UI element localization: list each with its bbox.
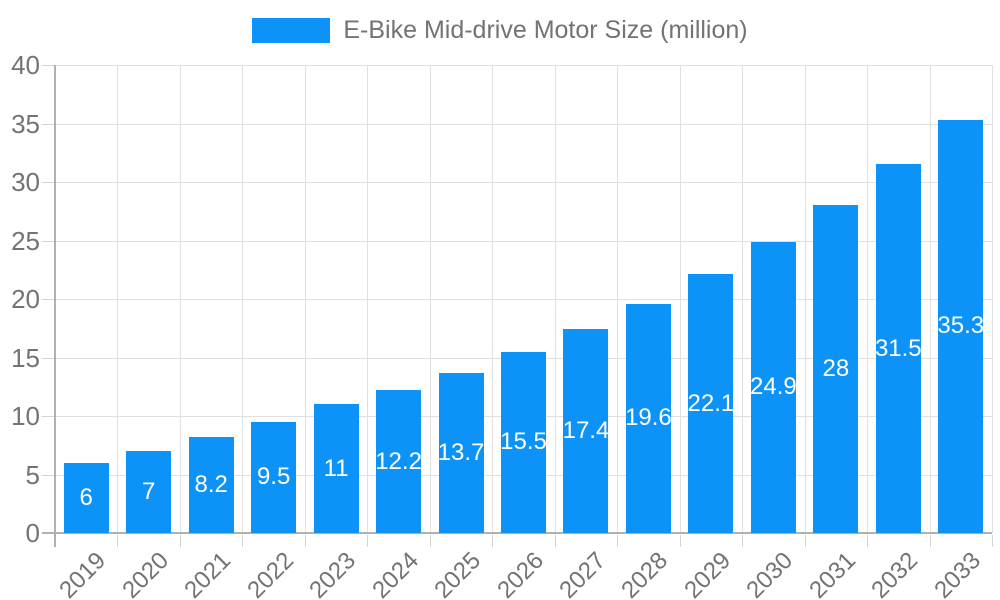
x-axis-tick	[117, 535, 119, 547]
x-grid-line	[617, 65, 619, 533]
x-axis-line	[42, 532, 992, 534]
y-axis-tick	[42, 474, 55, 476]
bar-value-label: 7	[142, 478, 156, 506]
bar[interactable]: 35.3	[937, 119, 985, 533]
x-grid-line	[179, 65, 181, 533]
x-axis-tick	[804, 535, 806, 547]
x-axis-tick	[179, 535, 181, 547]
y-axis-tick-label: 40	[11, 50, 40, 80]
x-grid-line	[242, 65, 244, 533]
x-axis-tick-label: 2019	[54, 547, 112, 600]
x-axis-tick	[679, 535, 681, 547]
bar[interactable]: 13.7	[437, 372, 485, 533]
bar[interactable]: 11	[313, 404, 359, 533]
x-axis-tick	[429, 535, 431, 547]
y-axis-tick	[42, 357, 55, 359]
x-axis-tick	[867, 535, 869, 547]
bar[interactable]: 17.4	[562, 329, 610, 533]
bar-value-label: 9.5	[256, 463, 291, 491]
y-axis-tick-label: 30	[11, 167, 40, 197]
x-grid-line	[804, 65, 806, 533]
y-grid-line	[55, 299, 992, 300]
y-axis-tick	[42, 123, 55, 125]
bar-value-label: 12.2	[375, 447, 422, 475]
x-grid-line	[117, 65, 119, 533]
x-axis-tick	[492, 535, 494, 547]
x-grid-line	[492, 65, 494, 533]
y-axis-tick-label: 5	[25, 459, 40, 490]
bar[interactable]: 22.1	[687, 274, 735, 533]
y-axis-tick	[42, 182, 55, 183]
x-grid-line	[742, 65, 744, 533]
bar-value-label: 11	[323, 454, 349, 482]
x-axis-tick	[242, 535, 244, 547]
y-grid-line	[55, 240, 992, 242]
bar-value-label: 28	[822, 355, 850, 383]
bar-value-label: 22.1	[687, 389, 735, 417]
x-grid-line	[554, 65, 556, 533]
y-axis-tick	[42, 65, 55, 66]
y-axis-tick-label: 25	[11, 225, 40, 256]
y-grid-line	[55, 123, 992, 125]
y-axis-tick-label: 20	[11, 284, 40, 314]
y-axis-line	[54, 65, 56, 547]
y-grid-line	[55, 65, 992, 66]
x-axis-tick	[554, 535, 556, 547]
bar[interactable]: 8.2	[188, 437, 234, 533]
bar-value-label: 15.5	[500, 428, 547, 456]
y-grid-line	[55, 182, 992, 183]
bar-value-label: 24.9	[750, 373, 797, 401]
bar[interactable]: 15.5	[500, 351, 547, 533]
bar[interactable]: 28	[813, 205, 859, 533]
y-axis-tick-label: 0	[25, 518, 40, 548]
x-grid-line	[867, 65, 869, 533]
bar-value-label: 17.4	[562, 417, 610, 445]
y-axis-tick-label: 15	[11, 342, 40, 373]
bar[interactable]: 12.2	[375, 390, 422, 533]
y-axis-tick-label: 35	[11, 108, 40, 139]
bar-value-label: 35.3	[937, 312, 985, 340]
y-axis-tick	[42, 299, 55, 300]
x-grid-line	[929, 65, 931, 533]
y-axis-tick-label: 10	[11, 401, 40, 431]
bar[interactable]: 24.9	[750, 241, 797, 533]
x-axis-tick	[617, 535, 619, 547]
legend-label: E-Bike Mid-drive Motor Size (million)	[343, 16, 748, 44]
x-grid-line	[304, 65, 306, 533]
bar[interactable]: 6	[63, 462, 109, 533]
x-axis-tick	[304, 535, 306, 547]
x-grid-line	[679, 65, 681, 533]
bar-value-label: 13.7	[437, 438, 485, 466]
bar[interactable]: 19.6	[625, 303, 672, 533]
bar-value-label: 19.6	[625, 404, 672, 432]
y-axis-tick	[42, 416, 55, 417]
bar[interactable]: 31.5	[874, 164, 922, 533]
x-axis-tick	[929, 535, 931, 547]
y-axis-tick	[42, 240, 55, 242]
bar-value-label: 31.5	[874, 334, 922, 362]
bar[interactable]: 7	[126, 451, 172, 533]
x-grid-line	[367, 65, 369, 533]
x-axis-tick	[367, 535, 369, 547]
legend-swatch-icon	[252, 18, 331, 43]
bar-value-label: 6	[79, 483, 93, 511]
bar[interactable]: 9.5	[251, 421, 297, 533]
legend-item[interactable]: E-Bike Mid-drive Motor Size (million)	[0, 16, 1000, 45]
x-grid-line	[429, 65, 431, 533]
bar-value-label: 8.2	[194, 471, 228, 499]
x-axis-tick	[742, 535, 744, 547]
x-axis-tick	[992, 535, 993, 547]
x-grid-line	[992, 65, 993, 533]
